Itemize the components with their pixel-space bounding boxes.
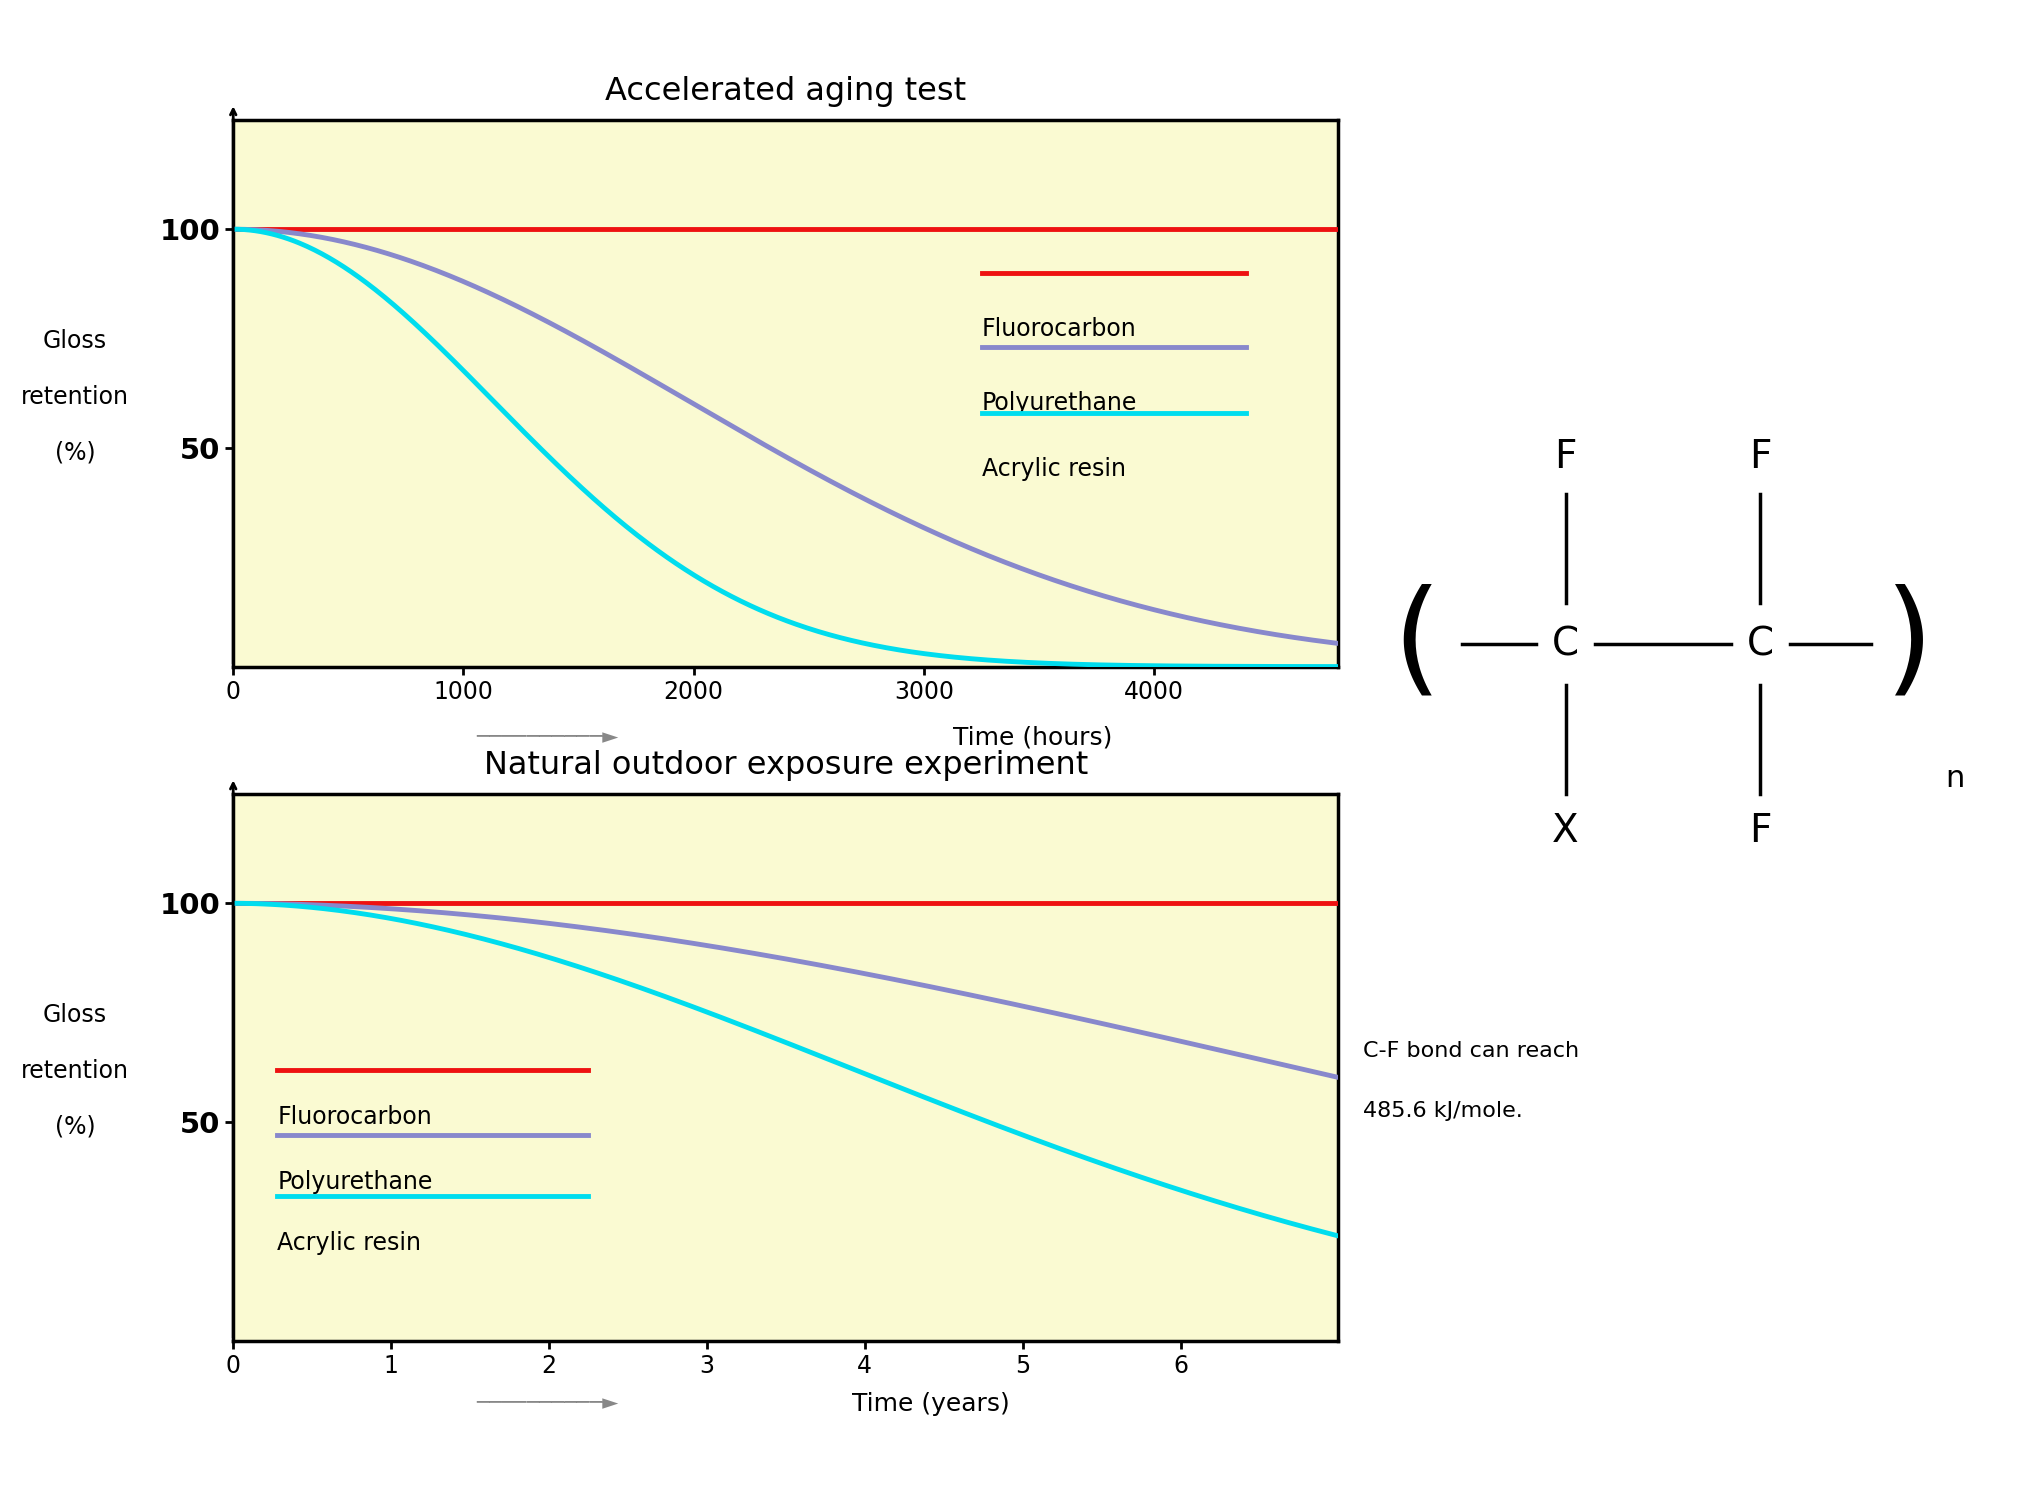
Text: Polyurethane: Polyurethane [982,391,1138,415]
Text: Fluorocarbon: Fluorocarbon [278,1104,432,1128]
Text: Time (years): Time (years) [852,1392,1010,1416]
Text: C: C [1746,625,1774,664]
Text: F: F [1553,437,1578,476]
Text: Acrylic resin: Acrylic resin [982,457,1126,481]
Text: Gloss

retention

(%): Gloss retention (%) [20,1004,130,1138]
Text: ): ) [1886,584,1935,704]
Text: F: F [1748,437,1772,476]
Text: Acrylic resin: Acrylic resin [278,1231,422,1255]
Text: Fluorocarbon: Fluorocarbon [982,316,1136,340]
Text: ──────────►: ──────────► [477,727,619,748]
Text: Polyurethane: Polyurethane [278,1170,432,1194]
Text: 485.6 kJ/mole.: 485.6 kJ/mole. [1363,1101,1523,1121]
Text: n: n [1945,764,1965,794]
Text: C: C [1551,625,1580,664]
Text: F: F [1748,812,1772,851]
Title: Natural outdoor exposure experiment: Natural outdoor exposure experiment [485,750,1087,782]
Title: Accelerated aging test: Accelerated aging test [604,76,967,108]
Text: Gloss

retention

(%): Gloss retention (%) [20,330,130,464]
Text: (: ( [1391,584,1440,704]
Text: Time (hours): Time (hours) [953,725,1113,749]
Text: ──────────►: ──────────► [477,1393,619,1414]
Text: X: X [1551,812,1580,851]
Text: C-F bond can reach: C-F bond can reach [1363,1041,1580,1061]
